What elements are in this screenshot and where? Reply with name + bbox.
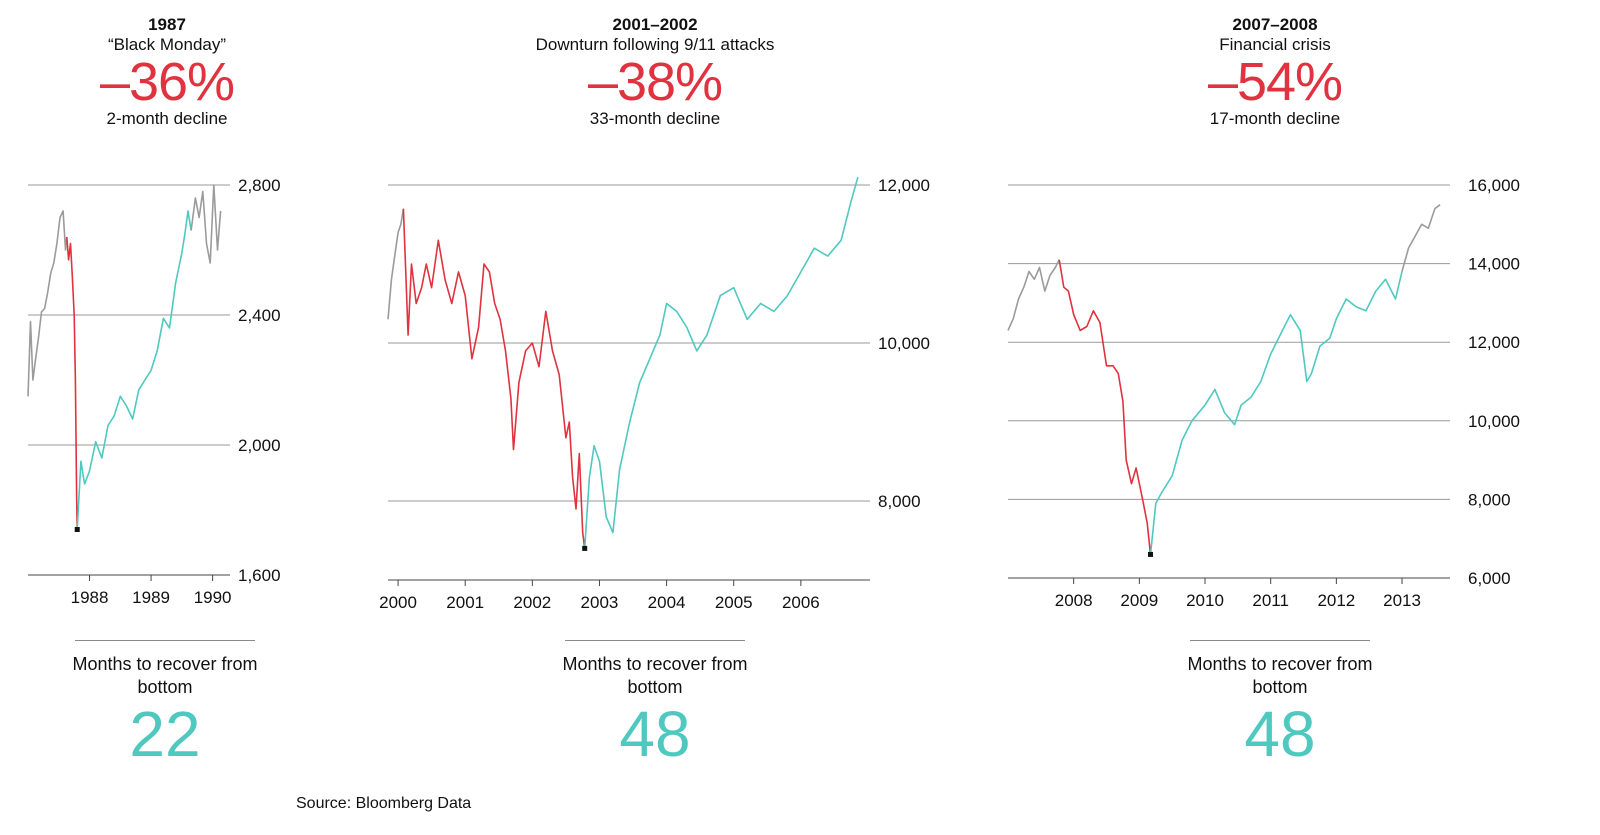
x-tick-label: 1988 — [71, 588, 109, 607]
decline-percent: –38% — [587, 52, 723, 112]
series-line-pre — [27, 210, 68, 397]
recovery-divider — [75, 640, 255, 641]
series-line-decline — [1058, 259, 1152, 555]
x-tick-label: 1990 — [194, 588, 232, 607]
x-tick-label: 2012 — [1317, 591, 1355, 610]
low-point-marker — [1148, 551, 1154, 557]
series-line-pre — [190, 184, 222, 264]
source-note: Source: Bloomberg Data — [296, 795, 472, 812]
decline-duration: 33-month decline — [589, 109, 721, 128]
decline-percent: –36% — [99, 52, 235, 112]
panel-2001-recovery: Months to recover from bottom 48 — [540, 640, 770, 769]
y-tick-label: 14,000 — [1468, 255, 1520, 274]
recovery-label: Months to recover from bottom — [72, 654, 258, 697]
recovery-months: 22 — [129, 698, 201, 770]
x-tick-label: 2003 — [581, 593, 619, 612]
chart-2001: 8,000 10,000 12,000 2000 2001 2002 2003 2004 200… — [379, 176, 930, 612]
panel-title: 2001–2002 — [612, 15, 698, 34]
recovery-divider — [565, 640, 745, 641]
panel-subtitle: Downturn following 9/11 attacks — [535, 35, 775, 54]
y-tick-label: 10,000 — [1468, 412, 1520, 431]
y-tick-label: 1,600 — [238, 566, 281, 585]
series-line-decline — [66, 236, 78, 530]
series-line-recovery — [1149, 271, 1403, 555]
recovery-label: Months to recover from bottom — [562, 654, 748, 697]
series-line-pre — [387, 208, 405, 320]
x-tick-label: 2004 — [648, 593, 686, 612]
series-line-recovery — [76, 210, 192, 530]
panel-1987-header: 1987 “Black Monday” –36% 2-month decline — [42, 15, 292, 129]
x-tick-label: 2006 — [782, 593, 820, 612]
x-tick-label: 2008 — [1055, 591, 1093, 610]
panel-2007-recovery: Months to recover from bottom 48 — [1165, 640, 1395, 769]
panel-2007-header: 2007–2008 Financial crisis –54% 17-month… — [1140, 15, 1410, 129]
panel-1987-recovery: Months to recover from bottom 22 — [55, 640, 275, 769]
y-tick-label: 16,000 — [1468, 176, 1520, 195]
recovery-label: Months to recover from bottom — [1187, 654, 1373, 697]
panel-2001-header: 2001–2002 Downturn following 9/11 attack… — [500, 15, 810, 129]
series-line-pre — [1401, 204, 1441, 272]
y-tick-label: 6,000 — [1468, 569, 1511, 588]
x-tick-label: 1989 — [132, 588, 170, 607]
recovery-divider — [1190, 640, 1370, 641]
low-point-marker — [582, 545, 588, 551]
decline-duration: 17-month decline — [1209, 109, 1341, 128]
x-tick-label: 2001 — [446, 593, 484, 612]
x-tick-label: 2010 — [1186, 591, 1224, 610]
y-tick-label: 2,400 — [238, 306, 281, 325]
y-tick-label: 8,000 — [1468, 490, 1511, 509]
x-tick-label: 2009 — [1120, 591, 1158, 610]
series-line-pre — [1007, 259, 1060, 331]
y-tick-label: 2,000 — [238, 436, 281, 455]
decline-duration: 2-month decline — [106, 109, 228, 128]
series-line-recovery — [583, 176, 859, 549]
x-tick-label: 2013 — [1383, 591, 1421, 610]
panel-title: 2007–2008 — [1232, 15, 1318, 34]
x-tick-label: 2002 — [513, 593, 551, 612]
x-tick-label: 2005 — [715, 593, 753, 612]
chart-1987: 1,600 2,000 2,400 2,800 1988 1989 1990 — [27, 176, 281, 607]
y-tick-label: 12,000 — [1468, 333, 1520, 352]
low-point-marker — [74, 527, 80, 532]
y-tick-label: 8,000 — [878, 492, 921, 511]
series-line-decline — [402, 208, 586, 549]
recovery-months: 48 — [1244, 698, 1316, 770]
y-tick-label: 10,000 — [878, 334, 930, 353]
panel-subtitle: “Black Monday” — [107, 35, 227, 54]
x-tick-label: 2000 — [379, 593, 417, 612]
recovery-months: 48 — [619, 698, 691, 770]
y-tick-label: 12,000 — [878, 176, 930, 195]
y-tick-label: 2,800 — [238, 176, 281, 195]
x-tick-label: 2011 — [1252, 591, 1289, 610]
chart-2007: 6,000 8,000 10,000 12,000 14,000 16,000 2008 20… — [1007, 176, 1520, 610]
panel-subtitle: Financial crisis — [1219, 35, 1331, 54]
decline-percent: –54% — [1207, 52, 1343, 112]
panel-title: 1987 — [148, 15, 186, 34]
